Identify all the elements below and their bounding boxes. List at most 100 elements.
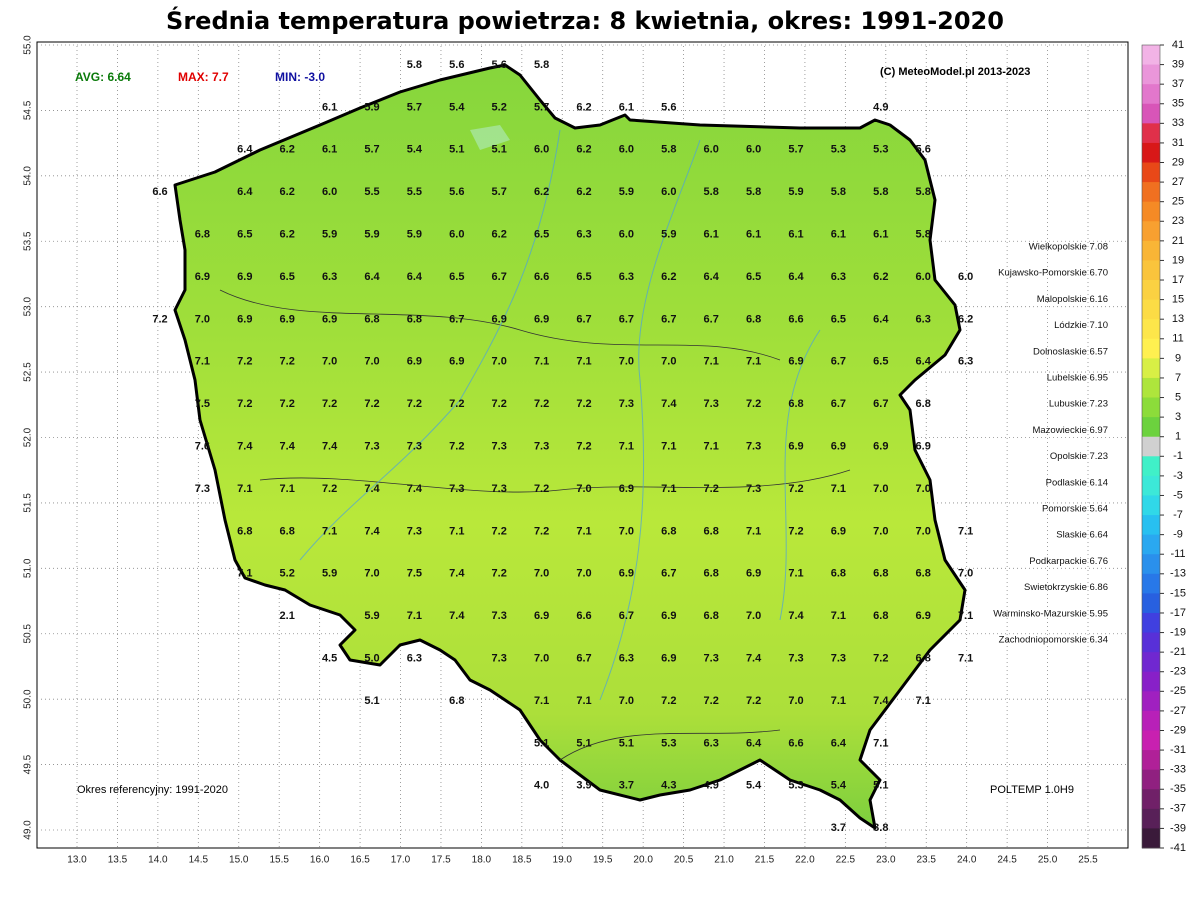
grid-value: 7.4 <box>788 610 804 622</box>
grid-value: 5.2 <box>280 568 295 580</box>
grid-value: 6.6 <box>152 186 167 198</box>
lon-tick-label: 17.0 <box>391 855 411 866</box>
grid-value: 6.8 <box>788 398 803 410</box>
region-average: Mazowieckie 6.97 <box>1032 425 1108 436</box>
colorbar-swatch <box>1142 554 1160 575</box>
lon-tick-label: 16.0 <box>310 855 330 866</box>
grid-value: 6.4 <box>364 271 380 283</box>
grid-value: 7.2 <box>661 695 676 707</box>
colorbar-label: 21 <box>1172 235 1184 247</box>
grid-value: 7.1 <box>746 356 761 368</box>
grid-value: 6.3 <box>322 271 337 283</box>
grid-value: 6.8 <box>661 525 676 537</box>
grid-value: 5.3 <box>661 737 676 749</box>
grid-value: 5.9 <box>364 229 379 241</box>
grid-value: 7.3 <box>831 653 846 665</box>
colorbar-swatch <box>1142 45 1160 66</box>
colorbar-swatch <box>1142 280 1160 301</box>
grid-value: 6.9 <box>746 568 761 580</box>
colorbar-label: 29 <box>1172 156 1184 168</box>
grid-value: 5.8 <box>407 59 422 71</box>
grid-value: 7.4 <box>661 398 677 410</box>
grid-value: 6.8 <box>704 525 719 537</box>
grid-value: 5.9 <box>322 229 337 241</box>
colorbar-label: 37 <box>1172 78 1184 90</box>
colorbar-swatch <box>1142 358 1160 379</box>
grid-value: 7.0 <box>873 483 888 495</box>
grid-value: 5.3 <box>831 144 846 156</box>
colorbar-swatch <box>1142 436 1160 457</box>
grid-values: 5.8 5.6 5.6 5.8 6.1 5.9 5.7 5.4 5.2 5.7 6.2 6.1 5.6 4… <box>152 59 973 834</box>
grid-value: 7.1 <box>831 483 846 495</box>
grid-value: 7.2 <box>364 398 379 410</box>
grid-value: 7.2 <box>280 398 295 410</box>
grid-value: 6.7 <box>661 568 676 580</box>
grid-value: 6.9 <box>788 356 803 368</box>
grid-value: 6.2 <box>576 186 591 198</box>
colorbar-label: 27 <box>1172 176 1184 188</box>
region-average: Kujawsko-Pomorskie 6.70 <box>998 268 1108 279</box>
grid-value: 5.1 <box>534 737 549 749</box>
grid-value: 7.2 <box>407 398 422 410</box>
colorbar-swatch <box>1142 142 1160 164</box>
grid-value: 5.6 <box>916 144 931 156</box>
colorbar-swatch <box>1142 338 1160 359</box>
grid-value: 6.4 <box>407 271 423 283</box>
grid-value: 6.7 <box>704 313 719 325</box>
colorbar-label: -13 <box>1170 568 1186 580</box>
grid-value: 6.1 <box>322 144 337 156</box>
grid-value: 5.1 <box>449 144 464 156</box>
grid-value: 6.1 <box>746 229 761 241</box>
grid-value: 6.8 <box>916 398 931 410</box>
grid-value: 7.3 <box>704 398 719 410</box>
grid-value: 7.1 <box>407 610 422 622</box>
grid-value: 6.8 <box>280 525 295 537</box>
grid-value: 5.2 <box>492 101 507 113</box>
grid-value: 5.4 <box>407 144 423 156</box>
grid-value: 6.2 <box>576 101 591 113</box>
grid-value: 6.1 <box>788 229 803 241</box>
grid-value: 3.9 <box>576 780 591 792</box>
grid-value: 6.1 <box>322 101 337 113</box>
grid-value: 6.3 <box>704 737 719 749</box>
contour-line <box>219 289 851 761</box>
grid-value: 6.8 <box>916 568 931 580</box>
grid-value: 4.9 <box>873 101 888 113</box>
region-average: Swietokrzyskie 6.86 <box>1024 582 1108 593</box>
lon-tick-label: 15.5 <box>269 855 289 866</box>
grid-value: 5.7 <box>788 144 803 156</box>
colorbar-swatch <box>1142 691 1160 712</box>
grid-value: 6.6 <box>788 737 803 749</box>
region-average: Lubuskie 7.23 <box>1049 399 1108 410</box>
grid-value: 6.9 <box>916 441 931 453</box>
grid-value: 5.9 <box>407 229 422 241</box>
grid-value: 7.0 <box>619 525 634 537</box>
colorbar-swatch <box>1142 240 1160 261</box>
grid-value: 7.2 <box>322 483 337 495</box>
colorbar-label: -37 <box>1170 803 1186 815</box>
grid-value: 2.1 <box>280 610 295 622</box>
grid-value: 6.5 <box>280 271 295 283</box>
lat-tick-label: 51.0 <box>23 558 34 578</box>
grid-value: 5.9 <box>661 229 676 241</box>
grid-value: 7.2 <box>534 483 549 495</box>
grid-value: 7.2 <box>492 398 507 410</box>
colorbar-label: -7 <box>1173 509 1183 521</box>
grid-value: 7.2 <box>152 313 167 325</box>
grid-value: 6.2 <box>492 229 507 241</box>
grid-value: 6.5 <box>873 356 888 368</box>
grid-value: 6.8 <box>916 653 931 665</box>
grid-value: 6.4 <box>916 356 932 368</box>
grid-value: 7.2 <box>237 398 252 410</box>
region-average: Podkarpackie 6.76 <box>1029 556 1108 567</box>
lon-tick-label: 14.0 <box>148 855 168 866</box>
lat-tick-label: 54.0 <box>23 166 34 186</box>
grid-value: 6.9 <box>534 610 549 622</box>
grid-value: 3.7 <box>619 780 634 792</box>
grid-value: 7.3 <box>407 441 422 453</box>
grid-value: 6.1 <box>873 229 888 241</box>
colorbar-swatch <box>1142 319 1160 340</box>
grid-value: 7.0 <box>916 483 931 495</box>
lon-tick-label: 13.5 <box>108 855 128 866</box>
